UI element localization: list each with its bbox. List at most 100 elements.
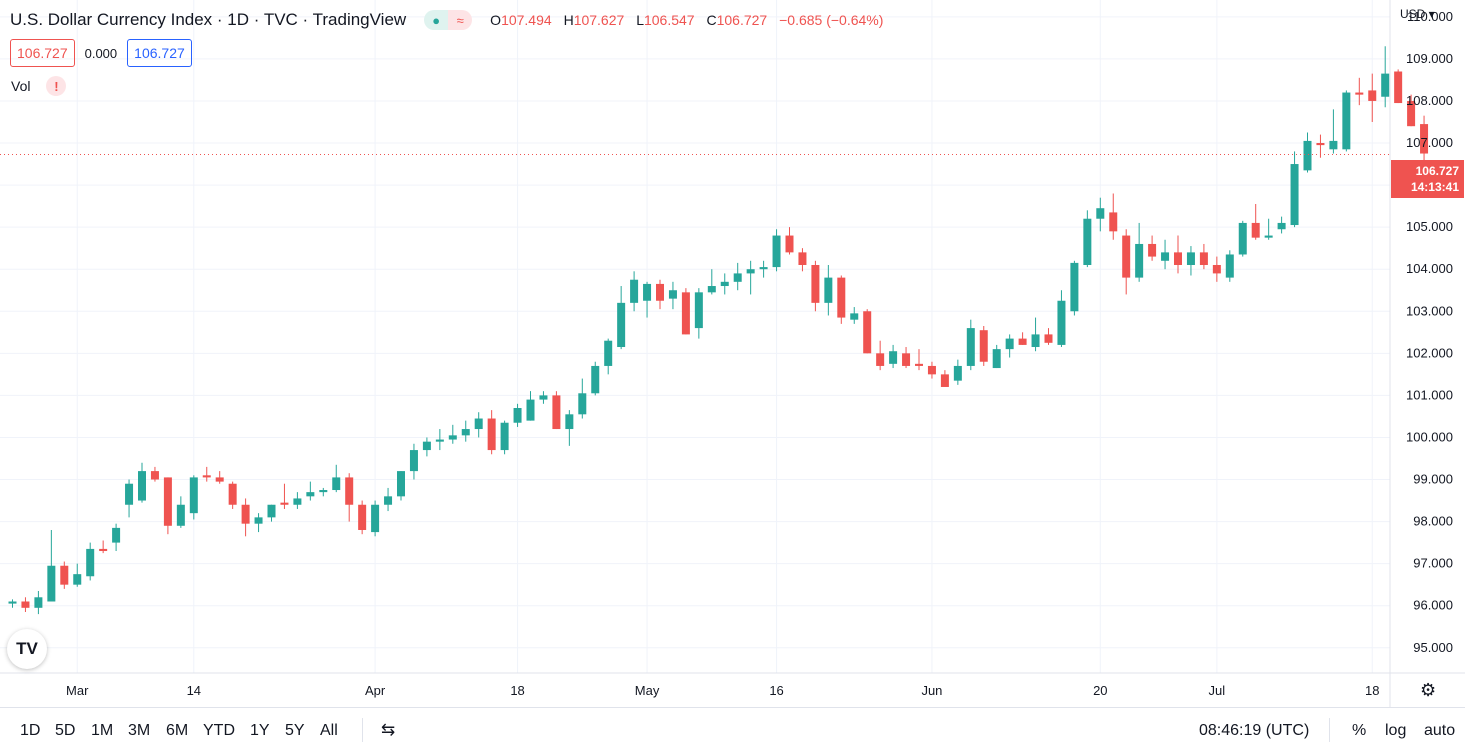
candle-body [474,418,483,430]
candle-body [293,498,302,505]
candle-body [1368,90,1377,101]
candle-body [1031,334,1040,348]
warning-icon[interactable]: ! [46,76,67,96]
candle-body [215,477,224,482]
y-tick-label: 109.000 [1406,51,1453,66]
y-tick-label: 104.000 [1406,261,1453,276]
candle-body [487,418,496,451]
candle-body [876,353,885,366]
bar-countdown: 14:13:41 [1410,180,1459,194]
candle-body [552,395,561,430]
candle-body [397,471,405,497]
candle-body [1394,71,1403,104]
candle-body [578,393,587,415]
timeframe-5d[interactable]: 5D [55,722,76,739]
candle-body [409,450,418,472]
candle-body [643,283,652,301]
candle-body [1005,338,1014,350]
candle-body [733,273,742,282]
candle-body [746,269,755,274]
price-axis[interactable]: 95.000 96.000 97.000 98.000 99.000 100.000 101… [1406,9,1453,655]
candle-body [798,252,807,265]
candle-body [759,267,768,270]
candle-body [1199,252,1208,265]
candle-body [992,349,1001,369]
log-toggle[interactable]: log [1385,722,1407,739]
candle-body [1225,254,1234,278]
candle-body [1212,264,1221,274]
candle-body [720,281,729,287]
change-value: −0.685 (−0.64%) [779,12,884,28]
candle-body [228,483,237,505]
auto-toggle[interactable]: auto [1424,722,1456,739]
timeframe-3m[interactable]: 3M [128,722,151,739]
tradingview-logo-icon[interactable]: TV [7,629,47,669]
x-tick-label: 14 [187,683,201,698]
candle-body [1044,334,1053,343]
timeframe-1y[interactable]: 1Y [250,722,270,739]
candle-body [176,504,185,526]
timeframe-5y[interactable]: 5Y [285,722,305,739]
candle-body [617,302,626,348]
candle-body [837,277,846,318]
candle-body [940,374,949,387]
candle-body [1329,140,1338,150]
candle-body [915,363,923,366]
percent-toggle[interactable]: % [1352,722,1367,739]
candle-body [47,565,56,602]
timeframe-all[interactable]: All [320,722,338,739]
buy-price-button[interactable]: 106.727 [127,39,192,67]
candle-body [889,351,898,364]
chart-grid [0,0,1465,707]
candle-body [850,313,859,320]
candle-body [1238,222,1247,255]
candle-body [461,429,470,436]
candle-body [1186,252,1195,265]
timeframe-1m[interactable]: 1M [91,722,114,739]
candle-body [539,395,548,400]
x-tick-label: 20 [1093,683,1107,698]
candle-body [254,517,263,524]
candle-body [785,235,794,253]
market-open-icon: ● [424,10,449,30]
sell-price-button[interactable]: 106.727 [10,39,75,67]
candle-body [902,353,911,366]
candle-body [565,414,574,430]
candlestick-chart[interactable]: 95.000 96.000 97.000 98.000 99.000 100.000 101… [0,0,1465,707]
candle-body [306,492,315,497]
y-tick-label: 96.000 [1413,598,1453,613]
candle-body [772,235,781,268]
time-axis[interactable]: Mar14Apr18May16Jun20Jul18Aug [66,683,1465,698]
candle-body [267,504,276,518]
utc-clock[interactable]: 08:46:19 (UTC) [1199,722,1310,739]
candle-body [668,290,677,299]
candle-body [1083,218,1092,265]
candle-body [1122,235,1131,278]
timeframe-ytd[interactable]: YTD [203,722,235,739]
candle-body [332,477,341,491]
candle-body [280,502,289,505]
candle-body [979,330,988,362]
currency-selector[interactable]: USD ▾ [1400,7,1435,21]
symbol-title[interactable]: U.S. Dollar Currency Index · 1D · TVC · … [10,10,407,29]
y-tick-label: 99.000 [1413,472,1453,487]
y-tick-label: 110.000 [1407,9,1453,24]
candle-body [863,311,872,354]
x-tick-label: May [635,683,660,698]
candle-body [138,471,146,501]
gear-icon[interactable]: ⚙ [1420,680,1437,700]
candle-body [8,601,17,604]
timeframe-6m[interactable]: 6M [166,722,189,739]
y-tick-label: 108.000 [1406,93,1453,108]
status-pill[interactable]: ● ≈ [424,10,473,30]
candle-body [656,283,664,301]
date-range-icon[interactable]: ⇆ [381,720,396,739]
candle-body [513,408,522,423]
ohlc-values: O107.494 H107.627 L106.547 C106.727 −0.6… [490,12,884,28]
volume-label[interactable]: Vol [11,78,31,94]
candle-body [1174,252,1182,265]
candle-body [824,277,833,303]
candle-body [1316,143,1325,146]
timeframe-1d[interactable]: 1D [20,722,41,739]
candle-body [125,483,134,505]
